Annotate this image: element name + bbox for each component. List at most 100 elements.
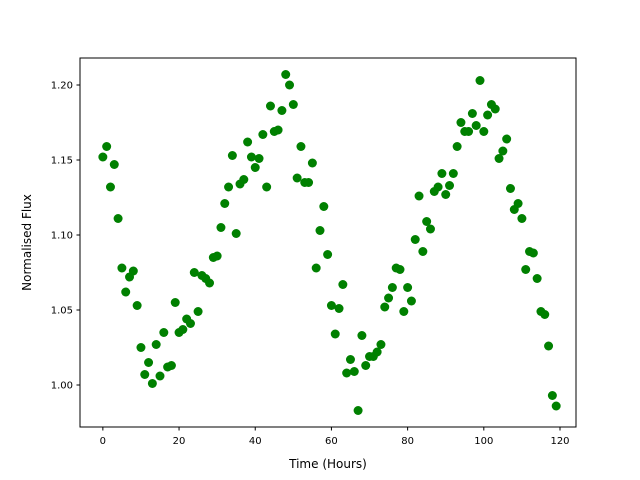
x-axis-ticks: 0 20 40 60 80 100 120 — [100, 427, 570, 447]
data-point — [109, 160, 119, 169]
data-point — [437, 169, 447, 178]
data-point — [323, 250, 333, 259]
data-point — [326, 301, 336, 310]
data-point — [273, 125, 283, 135]
data-point — [330, 329, 340, 339]
data-point — [452, 142, 462, 151]
data-point — [544, 341, 554, 351]
data-point — [98, 152, 108, 162]
data-point — [425, 224, 435, 234]
data-point — [147, 379, 157, 388]
data-point — [505, 184, 515, 193]
data-point — [528, 248, 538, 258]
y-tick-label: 1.05 — [51, 306, 73, 317]
data-point — [113, 214, 123, 223]
x-tick-label: 120 — [550, 436, 569, 447]
data-point — [361, 361, 371, 370]
data-point — [239, 175, 249, 184]
plot-frame — [79, 57, 577, 428]
data-point — [532, 274, 542, 283]
data-point — [315, 226, 325, 235]
data-point — [262, 182, 272, 192]
data-point — [307, 158, 317, 168]
data-point — [166, 361, 176, 370]
data-point — [483, 110, 493, 120]
data-point — [395, 265, 405, 274]
data-point — [144, 358, 154, 367]
y-axis-ticks: 1.00 1.05 1.10 1.15 1.20 — [51, 81, 80, 392]
data-point — [246, 152, 256, 162]
y-tick-label: 1.20 — [51, 81, 73, 92]
data-point — [140, 370, 150, 379]
data-point — [418, 247, 428, 256]
data-point — [517, 214, 527, 223]
data-point — [227, 151, 237, 160]
data-point — [216, 223, 226, 232]
data-point — [102, 142, 112, 151]
data-point — [479, 127, 489, 136]
data-point — [121, 287, 131, 297]
y-axis-label: Normalised Flux — [20, 194, 34, 291]
data-point — [403, 283, 413, 292]
data-point — [212, 251, 222, 261]
data-point — [136, 343, 146, 352]
data-point — [384, 293, 394, 303]
data-point — [155, 371, 165, 381]
data-point — [117, 263, 127, 273]
data-point — [547, 391, 557, 400]
data-point — [498, 146, 508, 156]
data-point — [193, 307, 203, 316]
data-point — [456, 118, 466, 127]
data-point — [345, 355, 355, 364]
x-tick-label: 80 — [401, 436, 414, 447]
data-point — [464, 127, 474, 136]
data-point — [334, 304, 344, 313]
data-point — [494, 154, 504, 163]
data-point — [132, 301, 142, 310]
data-point — [224, 182, 234, 192]
data-point — [490, 104, 500, 114]
data-point — [220, 199, 230, 208]
data-point — [292, 173, 302, 183]
data-point — [521, 265, 531, 274]
y-tick-label: 1.15 — [51, 156, 73, 167]
data-point — [296, 142, 306, 151]
data-point — [445, 181, 455, 190]
data-point — [243, 137, 253, 147]
data-point — [441, 190, 451, 199]
data-point — [254, 154, 264, 163]
data-point — [231, 229, 241, 238]
data-point — [170, 298, 180, 307]
data-point — [406, 296, 416, 306]
data-point — [422, 217, 432, 226]
data-point — [277, 106, 287, 115]
x-tick-label: 60 — [325, 436, 338, 447]
data-point — [376, 340, 386, 349]
data-point — [410, 235, 420, 244]
data-point — [342, 368, 352, 378]
data-point — [178, 325, 188, 334]
x-tick-label: 20 — [173, 436, 186, 447]
data-point — [189, 268, 199, 277]
data-point — [105, 182, 115, 192]
data-point — [372, 347, 382, 357]
data-point — [304, 178, 314, 187]
data-point — [467, 109, 477, 118]
x-tick-label: 0 — [100, 436, 106, 447]
data-point — [357, 331, 367, 340]
data-point — [281, 70, 291, 79]
data-points — [98, 70, 561, 415]
data-point — [185, 319, 195, 328]
y-tick-label: 1.00 — [51, 381, 73, 392]
data-point — [513, 199, 523, 208]
x-tick-label: 100 — [474, 436, 493, 447]
data-point — [250, 163, 260, 172]
data-point — [551, 401, 561, 411]
data-point — [319, 202, 329, 211]
data-point — [128, 266, 138, 276]
data-point — [471, 121, 481, 130]
data-point — [475, 76, 485, 85]
data-point — [353, 406, 363, 415]
